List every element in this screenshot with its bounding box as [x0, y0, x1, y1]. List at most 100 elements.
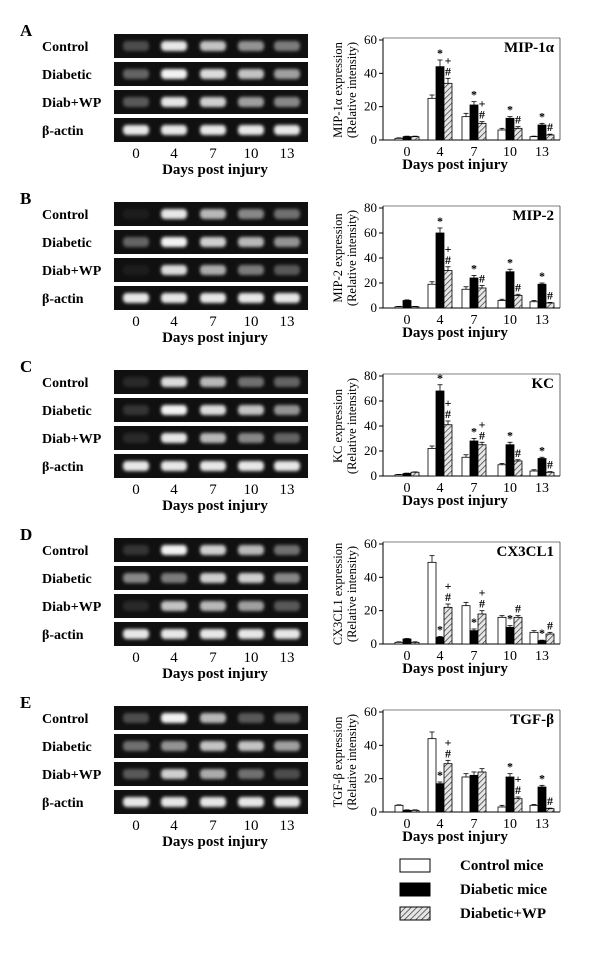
- chart-xlabel: Days post injury: [402, 493, 508, 509]
- gel-band: [161, 377, 187, 387]
- diabetic-bar: [435, 783, 445, 813]
- panel-d: D Control Diabetic Diab+WP β-actin 0 4 7 10 13 Day…: [20, 525, 561, 682]
- gel-band: [238, 573, 264, 583]
- legend-label: Diabetic mice: [460, 882, 547, 898]
- control-bar: [497, 616, 507, 645]
- diabetic-wp-bar: [410, 641, 420, 645]
- gel-band: [200, 97, 226, 107]
- gel-row: [114, 454, 308, 478]
- gel-band: [274, 293, 300, 303]
- gel-band: [161, 741, 187, 751]
- significance-marker: *: [471, 262, 477, 276]
- gel-row-label: Control: [42, 40, 89, 55]
- gel-xlabel: Days post injury: [162, 666, 268, 682]
- gel-band: [238, 41, 264, 51]
- gel-band: [274, 797, 300, 807]
- diabetic-bar: [469, 774, 479, 813]
- gel-row: [114, 230, 308, 254]
- chart-title: MIP-2: [512, 208, 554, 224]
- gel-band: [238, 97, 264, 107]
- control-bar: [461, 116, 471, 141]
- gel-band: [123, 797, 149, 807]
- control-bar: [461, 776, 471, 813]
- y-tick-label: 80: [364, 200, 377, 215]
- panel-letter: D: [20, 525, 32, 544]
- significance-marker: *: [507, 760, 513, 774]
- gel-band: [238, 545, 264, 555]
- diabetic-wp-bar: [410, 809, 420, 813]
- gel-band: [161, 265, 187, 275]
- control-bar: [461, 605, 471, 645]
- significance-marker: #: [515, 113, 521, 127]
- gel-band: [161, 209, 187, 219]
- significance-marker: #: [547, 288, 553, 302]
- gel-band: [161, 97, 187, 107]
- gel-band: [200, 461, 226, 471]
- x-tick-label: 0: [404, 649, 411, 664]
- gel-row: [114, 426, 308, 450]
- y-tick-label: 40: [364, 250, 377, 265]
- gel-row-label: Control: [42, 544, 89, 559]
- lane-label: 0: [132, 650, 140, 666]
- gel-row-label: Diab+WP: [42, 96, 102, 111]
- x-tick-label: 13: [535, 817, 549, 832]
- legend-swatch: [399, 906, 431, 921]
- gel-band: [238, 713, 264, 723]
- significance-marker: #: [479, 272, 485, 286]
- gel-band: [238, 405, 264, 415]
- significance-marker: +: [515, 772, 522, 786]
- gel-row: [114, 34, 308, 58]
- diabetic-wp-bar: [513, 127, 523, 141]
- gel-xlabel: Days post injury: [162, 834, 268, 850]
- y-axis-label: KC expression (Relative intensity): [331, 378, 359, 474]
- chart-title: KC: [532, 376, 555, 392]
- gel-band: [123, 69, 149, 79]
- gel-row-label: β-actin: [42, 460, 84, 475]
- gel-row: [114, 622, 308, 646]
- gel-band: [274, 629, 300, 639]
- y-tick-label: 0: [371, 804, 378, 819]
- gel-band: [200, 433, 226, 443]
- y-axis-label: CX3CL1 expression (Relative intensity): [331, 542, 359, 645]
- gel-band: [274, 377, 300, 387]
- gel-row: [114, 538, 308, 562]
- gel-row: [114, 62, 308, 86]
- y-tick-label: 60: [364, 32, 377, 47]
- lane-label: 10: [244, 818, 259, 834]
- diabetic-wp-bar: [443, 763, 453, 813]
- y-tick-label: 60: [364, 704, 377, 719]
- gel-band: [123, 629, 149, 639]
- diabetic-wp-bar: [513, 295, 523, 309]
- x-tick-label: 13: [535, 481, 549, 496]
- chart-xlabel: Days post injury: [402, 325, 508, 341]
- lane-label: 0: [132, 146, 140, 162]
- gel-band: [238, 433, 264, 443]
- y-label-line: CX3CL1 expression: [331, 542, 345, 645]
- gel-band: [238, 629, 264, 639]
- gel-band: [161, 769, 187, 779]
- control-bar: [427, 97, 437, 141]
- gel-band: [161, 545, 187, 555]
- diabetic-bar: [435, 636, 445, 645]
- gel-band: [123, 97, 149, 107]
- diabetic-bar: [402, 300, 412, 309]
- gel-band: [200, 125, 226, 135]
- gel-row-label: Diabetic: [42, 236, 92, 251]
- y-tick-label: 40: [364, 737, 377, 752]
- gel-band: [238, 125, 264, 135]
- diabetic-bar: [435, 390, 445, 477]
- y-tick-label: 40: [364, 418, 377, 433]
- gel-band: [123, 433, 149, 443]
- significance-marker: *: [539, 771, 545, 785]
- legend-swatch: [399, 882, 431, 897]
- gel-band: [274, 461, 300, 471]
- gel-band: [274, 573, 300, 583]
- x-tick-label: 7: [471, 481, 478, 496]
- lane-label: 4: [170, 146, 178, 162]
- significance-marker: *: [437, 46, 443, 60]
- gel-band: [123, 769, 149, 779]
- gel-row-label: Diab+WP: [42, 600, 102, 615]
- legend-diabetic: Diabetic mice: [399, 882, 547, 898]
- panel-c: C Control Diabetic Diab+WP β-actin 0 4 7 10 13 Day…: [20, 357, 561, 514]
